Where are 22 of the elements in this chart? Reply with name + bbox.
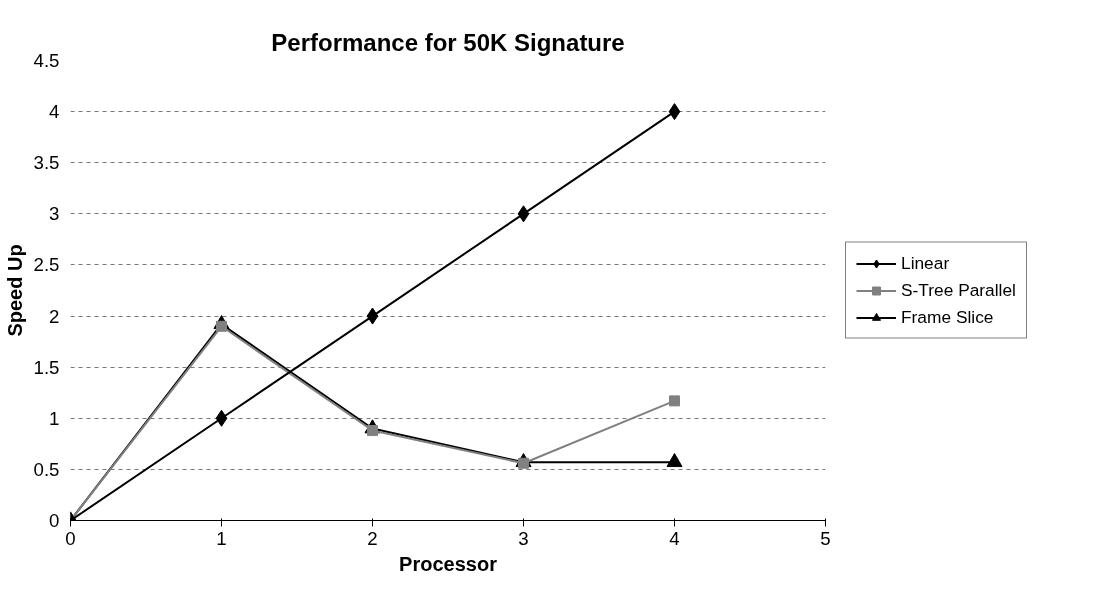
x-tick-label: 0 <box>65 527 76 549</box>
x-tick-label: 5 <box>820 527 831 549</box>
x-tick-label: 1 <box>216 527 227 549</box>
chart-title: Performance for 50K Signature <box>271 28 625 56</box>
legend-label: S-Tree Parallel <box>901 279 1016 301</box>
legend-label: Frame Slice <box>901 306 994 328</box>
y-tick-label: 1 <box>49 407 60 429</box>
y-tick-label: 0.5 <box>33 458 60 480</box>
y-tick-label: 3 <box>49 203 60 225</box>
x-tick-label: 3 <box>518 527 529 549</box>
legend-label: Linear <box>901 252 950 274</box>
y-axis-title: Speed Up <box>3 244 26 337</box>
y-tick-label: 2 <box>49 305 60 327</box>
y-tick-label: 4 <box>49 101 60 123</box>
y-tick-label: 3.5 <box>33 152 60 174</box>
x-tick-label: 2 <box>367 527 378 549</box>
y-tick-label: 0 <box>49 510 60 531</box>
x-tick-label: 4 <box>669 527 680 549</box>
y-tick-label: 4.5 <box>33 50 60 71</box>
y-tick-label: 2.5 <box>33 254 60 276</box>
x-axis-title: Processor <box>399 552 498 575</box>
y-tick-label: 1.5 <box>33 356 60 378</box>
